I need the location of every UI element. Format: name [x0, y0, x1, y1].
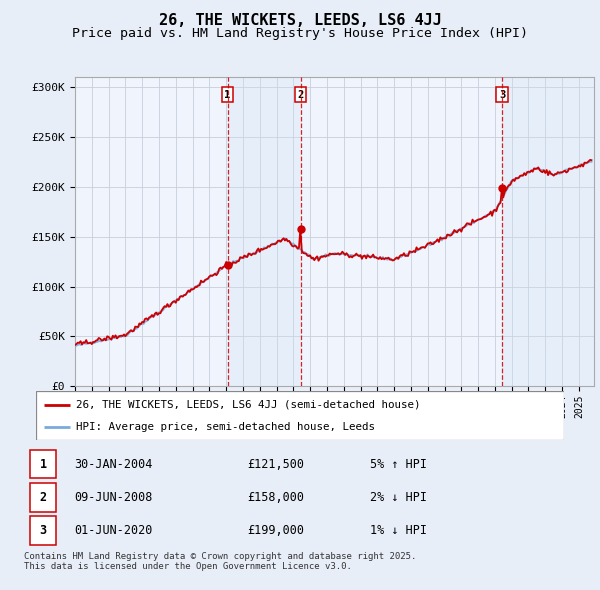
Text: £158,000: £158,000 [247, 490, 304, 504]
Text: 2: 2 [40, 490, 47, 504]
Text: 30-JAN-2004: 30-JAN-2004 [74, 457, 152, 471]
Bar [29, 516, 56, 545]
Text: 01-JUN-2020: 01-JUN-2020 [74, 523, 152, 537]
Text: 26, THE WICKETS, LEEDS, LS6 4JJ: 26, THE WICKETS, LEEDS, LS6 4JJ [158, 13, 442, 28]
Bar [29, 483, 56, 512]
Text: 3: 3 [40, 523, 47, 537]
Text: 2% ↓ HPI: 2% ↓ HPI [370, 490, 427, 504]
Text: 1: 1 [224, 90, 230, 100]
Text: Price paid vs. HM Land Registry's House Price Index (HPI): Price paid vs. HM Land Registry's House … [72, 27, 528, 40]
Text: 3: 3 [499, 90, 505, 100]
Text: 1: 1 [40, 457, 47, 471]
Text: £121,500: £121,500 [247, 457, 304, 471]
Text: HPI: Average price, semi-detached house, Leeds: HPI: Average price, semi-detached house,… [76, 422, 374, 432]
Text: 2: 2 [298, 90, 304, 100]
Text: 09-JUN-2008: 09-JUN-2008 [74, 490, 152, 504]
Bar [502, 77, 594, 386]
Bar [227, 77, 301, 386]
Text: £199,000: £199,000 [247, 523, 304, 537]
Bar [29, 450, 56, 478]
Text: Contains HM Land Registry data © Crown copyright and database right 2025.
This d: Contains HM Land Registry data © Crown c… [24, 552, 416, 571]
Text: 26, THE WICKETS, LEEDS, LS6 4JJ (semi-detached house): 26, THE WICKETS, LEEDS, LS6 4JJ (semi-de… [76, 399, 420, 409]
Text: 1% ↓ HPI: 1% ↓ HPI [370, 523, 427, 537]
Text: 5% ↑ HPI: 5% ↑ HPI [370, 457, 427, 471]
